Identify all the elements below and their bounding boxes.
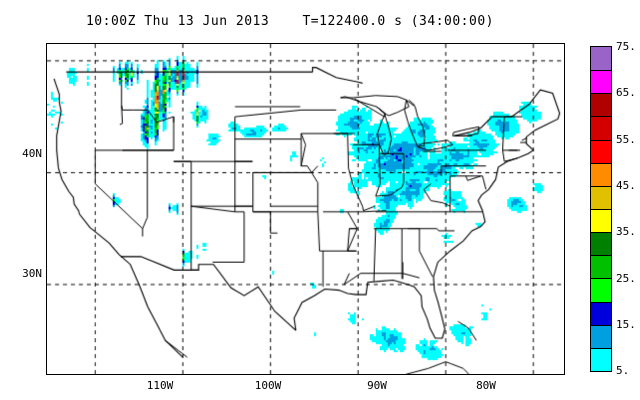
colorbar-band-20-25: [591, 278, 611, 302]
colorbar-band-5-10: [591, 347, 611, 371]
colorbar-tick-55: 55.: [616, 132, 636, 146]
colorbar-band-40-45: [591, 185, 611, 209]
colorbar-tick-5: 5.: [616, 364, 630, 378]
colorbar-band-50-55: [591, 139, 611, 163]
figure-title: 10:00Z Thu 13 Jun 2013 T=122400.0 s (34:…: [85, 14, 494, 29]
x-axis-tick-100w: 100W: [254, 379, 282, 392]
colorbar-band-65-70: [591, 70, 611, 94]
colorbar-tick-65: 65.: [616, 86, 636, 100]
colorbar-tick-35: 35.: [616, 225, 636, 239]
colorbar-band-55-60: [591, 116, 611, 140]
colorbar-band-70-75: [591, 47, 611, 71]
colorbar-tick-75: 75.: [616, 40, 636, 53]
reflectivity-canvas: [47, 44, 564, 374]
colorbar-band-10-15: [591, 324, 611, 348]
colorbar-tick-labels: 75. 65. 55. 45. 35. 25. 15. 5.: [616, 40, 640, 380]
colorbar-band-35-40: [591, 208, 611, 233]
colorbar-tick-15: 15.: [616, 317, 636, 331]
colorbar: [590, 46, 612, 372]
y-axis-tick-30n: 30N: [22, 267, 42, 280]
colorbar-band-25-30: [591, 255, 611, 279]
x-axis-tick-80w: 80W: [476, 379, 496, 392]
map-plot-area: [46, 43, 565, 375]
colorbar-tick-25: 25.: [616, 271, 636, 285]
x-axis-tick-90w: 90W: [367, 379, 387, 392]
colorbar-band-30-35: [591, 232, 611, 256]
colorbar-tick-45: 45.: [616, 178, 636, 192]
colorbar-band-60-65: [591, 93, 611, 117]
y-axis-tick-40n: 40N: [22, 147, 42, 160]
x-axis-tick-110w: 110W: [146, 379, 174, 392]
colorbar-band-15-20: [591, 301, 611, 325]
colorbar-band-45-50: [591, 162, 611, 186]
